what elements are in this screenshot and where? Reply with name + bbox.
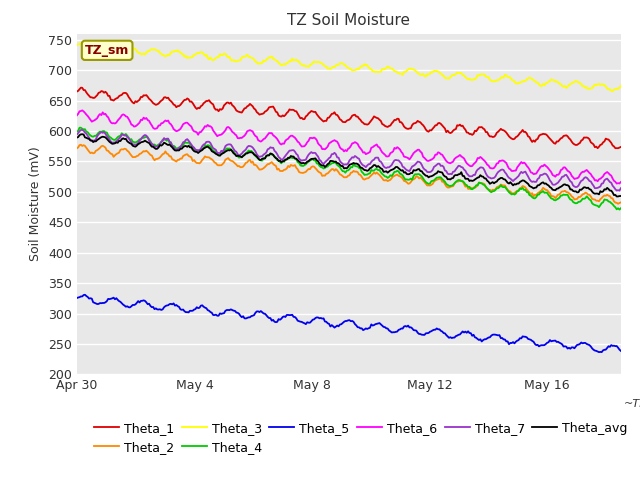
Theta_avg bbox=[613, 193, 621, 199]
Theta_1 bbox=[417, 120, 424, 125]
Theta_4 bbox=[73, 129, 81, 134]
Theta_6 bbox=[290, 134, 298, 140]
Theta_1 bbox=[467, 131, 475, 137]
Theta_5 bbox=[417, 331, 424, 337]
Theta_avg bbox=[252, 153, 259, 158]
Theta_7 bbox=[77, 127, 84, 133]
Theta_7 bbox=[616, 188, 623, 193]
Theta_7 bbox=[252, 148, 259, 154]
Theta_4 bbox=[290, 155, 298, 161]
Theta_6 bbox=[140, 115, 147, 120]
Theta_6 bbox=[417, 149, 424, 155]
Theta_4 bbox=[467, 186, 475, 192]
Theta_4 bbox=[470, 185, 477, 191]
Theta_5 bbox=[595, 349, 603, 355]
Theta_6 bbox=[79, 108, 86, 113]
Theta_1 bbox=[290, 107, 298, 113]
Theta_3 bbox=[140, 51, 147, 57]
Theta_3 bbox=[252, 59, 259, 64]
Theta_5 bbox=[467, 330, 475, 336]
Line: Theta_7: Theta_7 bbox=[77, 130, 621, 191]
Line: Theta_1: Theta_1 bbox=[77, 88, 621, 148]
Theta_2 bbox=[617, 200, 625, 205]
Theta_2 bbox=[417, 175, 424, 180]
Theta_4 bbox=[252, 153, 259, 159]
Theta_7 bbox=[417, 160, 424, 166]
Theta_2 bbox=[140, 148, 147, 154]
Theta_4 bbox=[616, 207, 623, 213]
Theta_2 bbox=[470, 185, 477, 191]
Theta_5 bbox=[617, 348, 625, 354]
Theta_avg bbox=[140, 139, 147, 144]
Theta_3 bbox=[617, 83, 625, 89]
Theta_2 bbox=[73, 145, 81, 151]
Line: Theta_5: Theta_5 bbox=[77, 295, 621, 352]
Theta_7 bbox=[73, 132, 81, 137]
Text: TZ_sm: TZ_sm bbox=[85, 44, 129, 57]
Theta_2 bbox=[252, 162, 259, 168]
Theta_5 bbox=[470, 332, 477, 337]
Theta_avg bbox=[417, 168, 424, 174]
Theta_avg bbox=[79, 132, 86, 137]
Theta_3 bbox=[73, 42, 81, 48]
Theta_avg bbox=[73, 135, 81, 141]
Theta_2 bbox=[290, 163, 298, 168]
Theta_1 bbox=[470, 131, 477, 137]
Theta_3 bbox=[470, 76, 477, 82]
Line: Theta_avg: Theta_avg bbox=[77, 134, 621, 196]
Theta_7 bbox=[617, 185, 625, 191]
Theta_7 bbox=[290, 147, 298, 153]
Theta_1 bbox=[614, 145, 622, 151]
Legend: Theta_1, Theta_2, Theta_3, Theta_4, Theta_5, Theta_6, Theta_7, Theta_avg: Theta_1, Theta_2, Theta_3, Theta_4, Thet… bbox=[94, 421, 628, 454]
Theta_7 bbox=[140, 133, 147, 139]
Y-axis label: Soil Moisture (mV): Soil Moisture (mV) bbox=[29, 146, 42, 262]
Theta_2 bbox=[467, 185, 475, 191]
Theta_3 bbox=[609, 88, 616, 94]
Theta_avg bbox=[617, 193, 625, 199]
Theta_4 bbox=[617, 205, 625, 211]
Theta_6 bbox=[252, 133, 259, 139]
Theta_3 bbox=[79, 40, 86, 46]
Theta_6 bbox=[470, 161, 477, 167]
Line: Theta_3: Theta_3 bbox=[77, 43, 621, 91]
Theta_7 bbox=[467, 173, 475, 179]
Title: TZ Soil Moisture: TZ Soil Moisture bbox=[287, 13, 410, 28]
Theta_5 bbox=[140, 298, 147, 303]
Theta_1 bbox=[140, 93, 147, 98]
Theta_6 bbox=[613, 180, 621, 186]
Theta_avg bbox=[467, 178, 475, 183]
Theta_1 bbox=[73, 89, 81, 95]
Theta_7 bbox=[470, 172, 477, 178]
Text: ~Time: ~Time bbox=[623, 399, 640, 409]
Theta_5 bbox=[73, 295, 81, 301]
Theta_6 bbox=[73, 113, 81, 119]
Theta_2 bbox=[614, 201, 622, 206]
Theta_5 bbox=[81, 292, 89, 298]
Theta_6 bbox=[617, 179, 625, 185]
Line: Theta_4: Theta_4 bbox=[77, 128, 621, 210]
Theta_1 bbox=[252, 107, 259, 112]
Theta_3 bbox=[467, 77, 475, 83]
Theta_6 bbox=[467, 163, 475, 169]
Theta_1 bbox=[617, 144, 625, 150]
Theta_avg bbox=[290, 154, 298, 159]
Theta_4 bbox=[417, 172, 424, 178]
Theta_3 bbox=[417, 72, 424, 78]
Theta_5 bbox=[290, 314, 298, 320]
Theta_avg bbox=[470, 178, 477, 183]
Line: Theta_6: Theta_6 bbox=[77, 110, 621, 183]
Theta_5 bbox=[252, 310, 259, 316]
Theta_4 bbox=[77, 125, 84, 131]
Theta_3 bbox=[290, 58, 298, 63]
Theta_2 bbox=[77, 142, 84, 148]
Theta_4 bbox=[140, 135, 147, 141]
Theta_1 bbox=[77, 85, 84, 91]
Line: Theta_2: Theta_2 bbox=[77, 145, 621, 204]
